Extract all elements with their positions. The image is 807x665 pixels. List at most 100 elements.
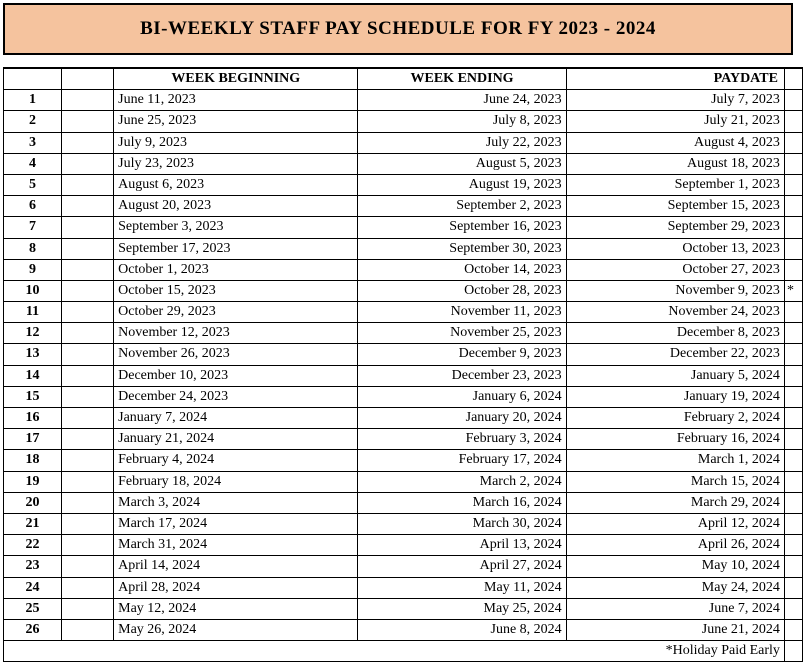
week-ending: October 28, 2023 [358, 280, 566, 301]
row-gap [62, 408, 114, 429]
paydate: December 8, 2023 [566, 323, 784, 344]
paydate: April 12, 2024 [566, 513, 784, 534]
star-cell: * [784, 280, 802, 301]
table-row: 4July 23, 2023August 5, 2023August 18, 2… [4, 153, 803, 174]
row-gap [62, 619, 114, 640]
week-ending: August 5, 2023 [358, 153, 566, 174]
week-beginning: March 17, 2024 [114, 513, 358, 534]
table-row: 9October 1, 2023October 14, 2023October … [4, 259, 803, 280]
table-row: 11October 29, 2023November 11, 2023Novem… [4, 302, 803, 323]
header-paydate: PAYDATE [566, 68, 784, 90]
paydate: October 27, 2023 [566, 259, 784, 280]
row-gap [62, 471, 114, 492]
week-ending: November 25, 2023 [358, 323, 566, 344]
table-row: 20March 3, 2024March 16, 2024March 29, 2… [4, 492, 803, 513]
footer-note: *Holiday Paid Early [4, 641, 785, 662]
star-cell [784, 598, 802, 619]
paydate: January 19, 2024 [566, 386, 784, 407]
star-cell [784, 492, 802, 513]
week-ending: March 2, 2024 [358, 471, 566, 492]
week-beginning: December 24, 2023 [114, 386, 358, 407]
title-text: BI-WEEKLY STAFF PAY SCHEDULE FOR FY 2023… [140, 18, 656, 39]
row-number: 13 [4, 344, 62, 365]
star-cell [784, 535, 802, 556]
row-number: 15 [4, 386, 62, 407]
week-beginning: October 15, 2023 [114, 280, 358, 301]
week-beginning: May 26, 2024 [114, 619, 358, 640]
week-beginning: December 10, 2023 [114, 365, 358, 386]
star-cell [784, 344, 802, 365]
paydate: July 21, 2023 [566, 111, 784, 132]
title-banner: BI-WEEKLY STAFF PAY SCHEDULE FOR FY 2023… [3, 3, 793, 55]
row-gap [62, 386, 114, 407]
row-gap [62, 513, 114, 534]
week-beginning: April 28, 2024 [114, 577, 358, 598]
row-gap [62, 90, 114, 111]
row-number: 7 [4, 217, 62, 238]
week-beginning: August 20, 2023 [114, 196, 358, 217]
table-row: 7September 3, 2023September 16, 2023Sept… [4, 217, 803, 238]
table-row: 5August 6, 2023August 19, 2023September … [4, 174, 803, 195]
week-ending: April 13, 2024 [358, 535, 566, 556]
row-gap [62, 111, 114, 132]
row-gap [62, 217, 114, 238]
week-ending: December 23, 2023 [358, 365, 566, 386]
star-cell [784, 577, 802, 598]
row-number: 20 [4, 492, 62, 513]
week-ending: July 22, 2023 [358, 132, 566, 153]
row-gap [62, 174, 114, 195]
table-row: 15December 24, 2023January 6, 2024Januar… [4, 386, 803, 407]
table-row: 24April 28, 2024May 11, 2024May 24, 2024 [4, 577, 803, 598]
row-number: 3 [4, 132, 62, 153]
paydate: August 18, 2023 [566, 153, 784, 174]
week-beginning: October 29, 2023 [114, 302, 358, 323]
week-beginning: July 9, 2023 [114, 132, 358, 153]
row-number: 12 [4, 323, 62, 344]
week-ending: March 16, 2024 [358, 492, 566, 513]
table-row: 2June 25, 2023July 8, 2023July 21, 2023 [4, 111, 803, 132]
row-gap [62, 450, 114, 471]
paydate: September 29, 2023 [566, 217, 784, 238]
row-number: 25 [4, 598, 62, 619]
row-number: 16 [4, 408, 62, 429]
star-cell [784, 450, 802, 471]
week-ending: August 19, 2023 [358, 174, 566, 195]
week-ending: September 2, 2023 [358, 196, 566, 217]
week-beginning: February 18, 2024 [114, 471, 358, 492]
row-gap [62, 344, 114, 365]
week-beginning: August 6, 2023 [114, 174, 358, 195]
week-ending: July 8, 2023 [358, 111, 566, 132]
table-row: 13November 26, 2023December 9, 2023Decem… [4, 344, 803, 365]
star-cell [784, 429, 802, 450]
footer-row: *Holiday Paid Early [4, 641, 803, 662]
week-ending: February 17, 2024 [358, 450, 566, 471]
paydate: July 7, 2023 [566, 90, 784, 111]
week-beginning: June 11, 2023 [114, 90, 358, 111]
table-row: 10October 15, 2023October 28, 2023Novemb… [4, 280, 803, 301]
table-row: 6August 20, 2023September 2, 2023Septemb… [4, 196, 803, 217]
paydate: March 1, 2024 [566, 450, 784, 471]
table-row: 8September 17, 2023September 30, 2023Oct… [4, 238, 803, 259]
star-cell [784, 259, 802, 280]
star-cell [784, 238, 802, 259]
row-gap [62, 302, 114, 323]
table-row: 1 June 11, 2023June 24, 2023July 7, 2023 [4, 90, 803, 111]
header-star [784, 68, 802, 90]
row-number: 23 [4, 556, 62, 577]
header-blank-gap [62, 68, 114, 90]
row-number: 24 [4, 577, 62, 598]
star-cell [784, 217, 802, 238]
table-row: 18February 4, 2024February 17, 2024March… [4, 450, 803, 471]
table-row: 22March 31, 2024April 13, 2024April 26, … [4, 535, 803, 556]
paydate: February 16, 2024 [566, 429, 784, 450]
row-gap [62, 323, 114, 344]
week-beginning: March 31, 2024 [114, 535, 358, 556]
row-number: 4 [4, 153, 62, 174]
row-gap [62, 153, 114, 174]
row-gap [62, 259, 114, 280]
row-gap [62, 365, 114, 386]
week-ending: November 11, 2023 [358, 302, 566, 323]
week-beginning: June 25, 2023 [114, 111, 358, 132]
week-ending: June 24, 2023 [358, 90, 566, 111]
row-number: 1 [4, 90, 62, 111]
